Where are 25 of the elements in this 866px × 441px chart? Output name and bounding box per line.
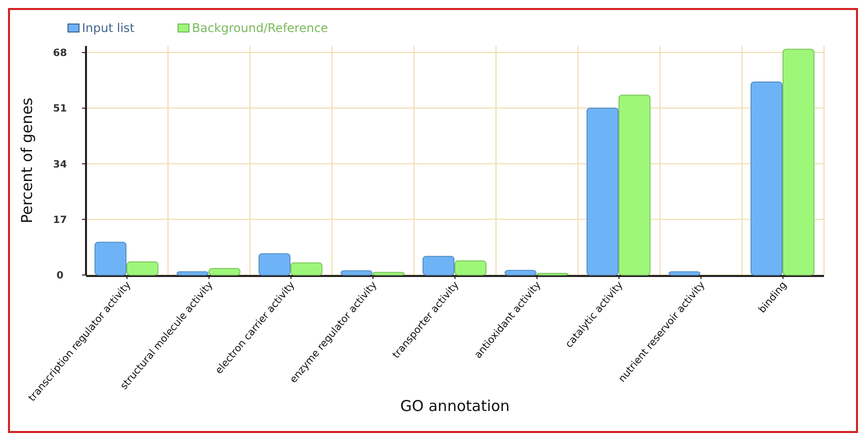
bar — [422, 256, 454, 276]
y-tick-label: 68 — [53, 48, 67, 60]
bar — [586, 108, 618, 276]
bar — [782, 48, 814, 276]
bar — [668, 271, 700, 276]
y-tick-label: 17 — [53, 214, 67, 226]
bar — [176, 271, 208, 276]
y-tick-label: 34 — [53, 159, 67, 170]
legend-label: Input list — [82, 21, 135, 36]
bar — [340, 270, 372, 276]
bar — [126, 261, 158, 276]
y-tick-label: 0 — [56, 270, 64, 282]
x-axis-title: GO annotation — [400, 397, 510, 415]
bar — [454, 260, 486, 276]
bar — [258, 253, 290, 276]
bar — [94, 242, 126, 276]
y-tick-label: 51 — [53, 104, 67, 115]
y-axis-title: Percent of genes — [18, 97, 36, 224]
bar — [504, 270, 536, 276]
bar — [750, 81, 782, 276]
bar — [208, 268, 240, 276]
legend-label: Background/Reference — [192, 21, 328, 36]
bar — [618, 94, 650, 276]
bar — [372, 272, 404, 276]
bar — [290, 262, 322, 276]
